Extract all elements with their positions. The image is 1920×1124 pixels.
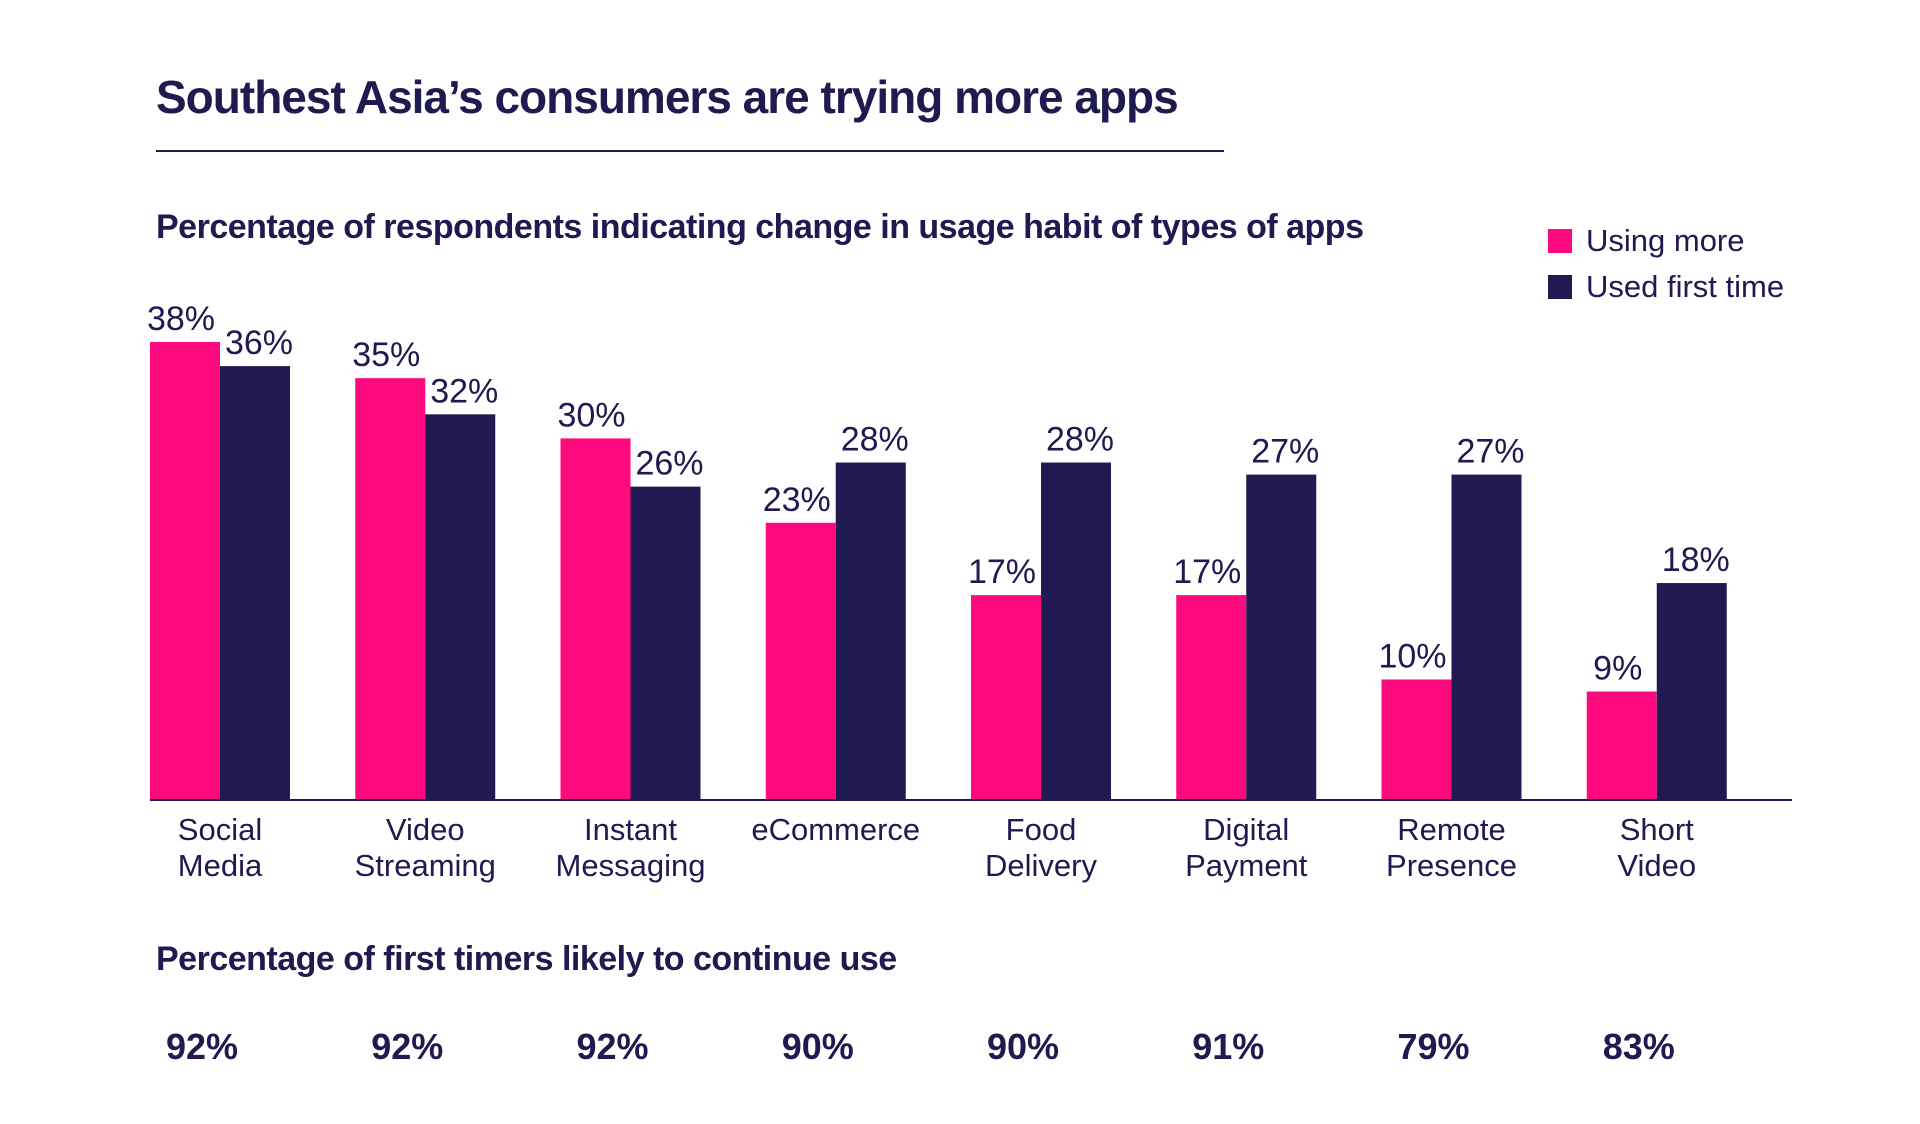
data-label-used-first-time-food-delivery: 28% [1046, 421, 1114, 459]
x-tick-label-video-streaming-2: Streaming [355, 848, 496, 883]
x-tick-label-remote-presence-1: Remote [1397, 812, 1506, 847]
bar-used-first-time-short-video [1656, 583, 1727, 800]
legend-label-used-first-time: Used first time [1586, 269, 1785, 304]
bar-using-more-ecommerce [765, 522, 836, 800]
x-tick-label-social-media-2: Media [178, 848, 263, 883]
retention-value-digital-payment: 91% [1192, 1026, 1265, 1067]
x-tick-label-food-delivery-2: Delivery [985, 848, 1097, 883]
retention-value-instant-messaging: 92% [576, 1026, 649, 1067]
bar-using-more-digital-payment [1176, 595, 1247, 800]
data-label-using-more-digital-payment: 17% [1173, 553, 1241, 591]
bar-used-first-time-digital-payment [1246, 474, 1317, 800]
data-label-using-more-instant-messaging: 30% [557, 396, 625, 434]
data-label-using-more-remote-presence: 10% [1378, 637, 1446, 675]
x-tick-label-digital-payment-1: Digital [1203, 812, 1289, 847]
data-label-using-more-short-video: 9% [1593, 650, 1642, 688]
data-label-used-first-time-social-media: 36% [225, 324, 293, 362]
data-label-used-first-time-video-streaming: 32% [430, 372, 498, 410]
x-tick-label-video-streaming-1: Video [386, 812, 465, 847]
data-label-used-first-time-instant-messaging: 26% [635, 445, 703, 483]
retention-value-video-streaming: 92% [371, 1026, 444, 1067]
retention-value-remote-presence: 79% [1397, 1026, 1470, 1067]
bar-using-more-remote-presence [1381, 679, 1452, 800]
data-label-used-first-time-ecommerce: 28% [841, 421, 909, 459]
page-title: Southest Asia’s consumers are trying mor… [156, 71, 1179, 123]
bar-using-more-instant-messaging [560, 438, 631, 800]
x-tick-label-remote-presence-2: Presence [1386, 848, 1517, 883]
chart-title: Percentage of respondents indicating cha… [156, 208, 1364, 246]
bar-used-first-time-food-delivery [1041, 462, 1111, 800]
retention-value-social-media: 92% [165, 1026, 239, 1067]
retention-values: 92% 92% 92% 90% 90% 91% 79% 83% [0, 1026, 1920, 1076]
retention-value-food-delivery: 90% [986, 1026, 1060, 1067]
bar-using-more-video-streaming [355, 378, 426, 800]
x-tick-label-short-video-1: Short [1620, 812, 1694, 847]
retention-title: Percentage of first timers likely to con… [156, 940, 897, 978]
chart-legend: Using more Used first time [1548, 218, 1784, 310]
title-divider [156, 150, 1224, 152]
legend-swatch-using-more [1548, 229, 1572, 253]
bar-using-more-short-video [1586, 691, 1657, 800]
bar-chart: 38%36%SocialMedia35%32%VideoStreaming30%… [147, 300, 1792, 883]
data-label-used-first-time-digital-payment: 27% [1251, 433, 1319, 471]
bar-used-first-time-instant-messaging [630, 486, 701, 800]
retention-value-short-video: 83% [1602, 1026, 1675, 1067]
x-tick-label-instant-messaging-1: Instant [584, 812, 677, 847]
data-label-using-more-food-delivery: 17% [968, 553, 1036, 591]
bar-used-first-time-remote-presence [1451, 474, 1522, 800]
bar-used-first-time-social-media [220, 366, 290, 800]
legend-label-using-more: Using more [1586, 223, 1745, 258]
x-tick-label-food-delivery-1: Food [1006, 812, 1077, 847]
retention-value-ecommerce: 90% [781, 1026, 854, 1067]
x-tick-label-ecommerce-1: eCommerce [751, 812, 920, 847]
x-tick-label-social-media-1: Social [178, 812, 262, 847]
legend-swatch-used-first-time [1548, 275, 1572, 299]
x-tick-label-instant-messaging-2: Messaging [556, 848, 706, 883]
legend-item-using-more: Using more [1548, 218, 1784, 264]
legend-item-used-first-time: Used first time [1548, 264, 1784, 310]
bar-used-first-time-video-streaming [425, 414, 496, 800]
data-label-using-more-video-streaming: 35% [352, 336, 420, 374]
data-label-used-first-time-remote-presence: 27% [1456, 433, 1524, 471]
bar-used-first-time-ecommerce [835, 462, 906, 800]
data-label-using-more-social-media: 38% [147, 300, 215, 338]
x-tick-label-digital-payment-2: Payment [1185, 848, 1308, 883]
bar-using-more-food-delivery [971, 595, 1041, 800]
data-label-used-first-time-short-video: 18% [1662, 541, 1730, 579]
bar-using-more-social-media [150, 342, 220, 800]
data-label-using-more-ecommerce: 23% [763, 481, 831, 519]
x-tick-label-short-video-2: Video [1617, 848, 1696, 883]
